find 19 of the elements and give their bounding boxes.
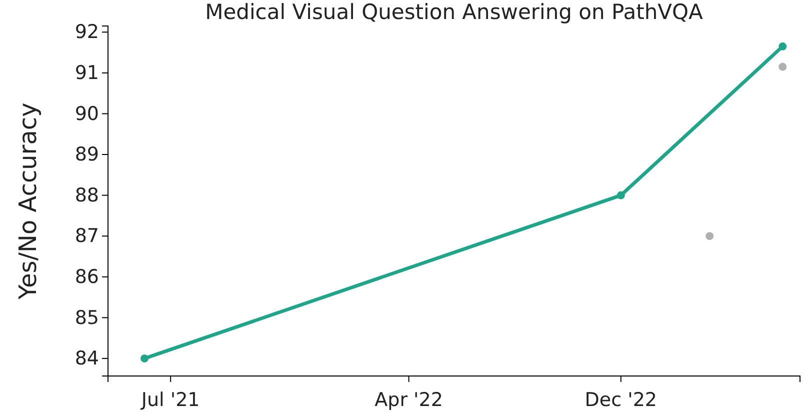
- point: [778, 62, 787, 71]
- point: [706, 232, 714, 240]
- x-tick-label: Dec '22: [584, 388, 658, 411]
- y-tick-label: 86: [74, 266, 99, 288]
- x-tick-label: Apr '22: [374, 388, 443, 411]
- y-tick-label: 84: [74, 348, 99, 370]
- y-tick-label: 89: [74, 144, 99, 166]
- y-tick-label: 88: [74, 184, 99, 206]
- y-tick-label: 90: [74, 102, 99, 125]
- chart-title: Medical Visual Question Answering on PathVQA: [205, 0, 704, 24]
- y-axis-title: Yes/No Accuracy: [14, 102, 42, 300]
- point: [778, 42, 787, 50]
- y-tick-label: 85: [74, 306, 99, 329]
- point: [140, 354, 148, 362]
- x-tick-label: Jul '21: [140, 388, 200, 411]
- y-tick-label: 87: [74, 225, 99, 248]
- y-tick-label: 91: [74, 62, 99, 84]
- point: [616, 191, 625, 200]
- y-tick-label: 92: [74, 21, 99, 44]
